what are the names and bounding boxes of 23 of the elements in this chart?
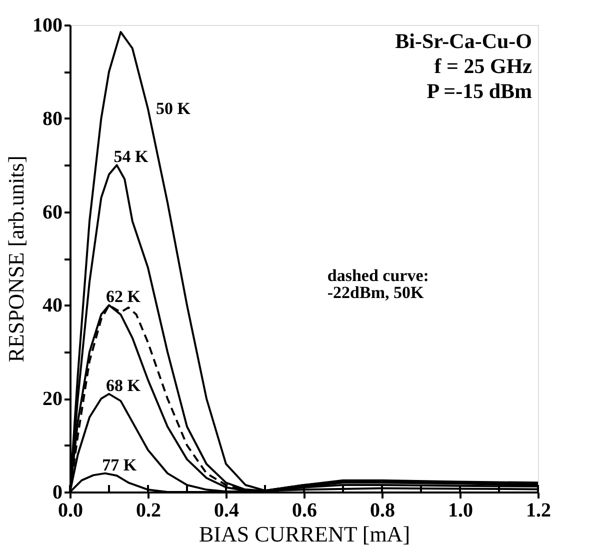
x-tick-label: 0.4 [214,500,239,522]
y-tick-label: 40 [42,294,62,317]
y-tick-label: 100 [32,14,62,36]
x-tick-label: 0.8 [370,500,395,522]
y-tick-label: 60 [42,201,62,224]
x-tick-label: 1.0 [448,500,473,522]
annotation: f = 25 GHz [434,54,532,78]
x-tick-label: 0.2 [136,500,161,522]
series-label: 50 K [156,99,192,118]
series-label: 54 K [114,147,150,166]
x-tick-label: 1.2 [526,500,551,522]
y-axis-title: RESPONSE [arb.units] [4,156,28,362]
annotation: dashed curve: [327,266,429,285]
series-label: 77 K [102,455,138,474]
series-label: 62 K [106,287,142,306]
y-tick-label: 80 [42,108,62,130]
series-label: 68 K [106,376,142,395]
annotation: Bi-Sr-Ca-Cu-O [395,29,532,53]
x-tick-label: 0.6 [292,500,317,522]
x-axis-title: BIAS CURRENT [mA] [198,522,410,546]
annotation: -22dBm, 50K [327,282,425,302]
y-tick-label: 20 [42,388,62,410]
annotation: P =-15 dBm [426,79,532,103]
